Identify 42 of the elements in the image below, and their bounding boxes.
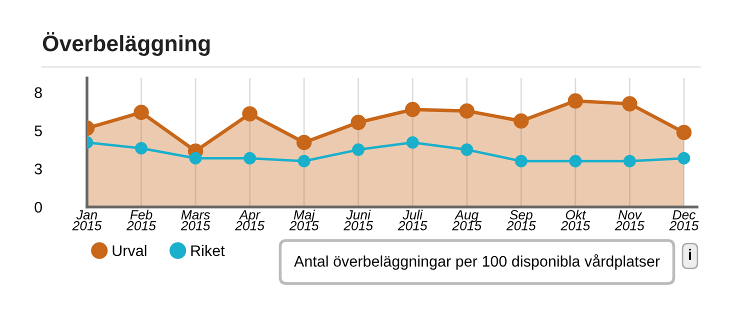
text: i (688, 248, 692, 260)
x-tick-label: Okt 2015 (560, 210, 590, 230)
point (568, 93, 584, 109)
x-tick-label: Mars 2015 (180, 210, 210, 230)
x-tick-label: Apr 2015 (235, 210, 265, 230)
point (134, 104, 149, 120)
x-tick-label: Dec 2015 (669, 210, 699, 230)
point (569, 154, 582, 168)
x-tick-label: Sep 2015 (506, 210, 536, 230)
point (244, 152, 256, 165)
point (406, 136, 419, 149)
x-tick-label: Nov 2015 (614, 210, 644, 230)
point (296, 134, 312, 150)
x-tick-label: Maj 2015 (289, 210, 319, 230)
x-tick-label: Juli 2015 (398, 210, 428, 230)
point (623, 154, 636, 168)
y-tick-label: 5 (34, 126, 42, 136)
x-tick-label: Juni 2015 (344, 210, 374, 230)
y-tick-label: 8 (34, 87, 42, 98)
point (459, 103, 475, 119)
x-tick-label: Jan 2015 (72, 210, 102, 230)
y-tick-label: 3 (34, 164, 42, 174)
point (404, 102, 420, 118)
point (676, 124, 692, 140)
point (350, 114, 366, 130)
point (622, 96, 638, 112)
point (242, 106, 258, 122)
point (298, 154, 310, 168)
text: Antal överbeläggningar per 100 disponibla vårdplatser (294, 254, 660, 270)
point (189, 152, 202, 165)
point (352, 143, 365, 156)
point (514, 113, 529, 129)
x-tick-label: Aug 2015 (452, 210, 482, 230)
legend-label: Urval (112, 244, 146, 256)
point (460, 143, 474, 156)
x-tick-label: Feb 2015 (126, 210, 156, 230)
legend-label: Riket (191, 244, 225, 256)
point (514, 154, 528, 168)
point (678, 152, 690, 165)
point (135, 142, 148, 154)
y-tick-label: 0 (34, 202, 42, 213)
chart-title: Överbeläggning (42, 32, 210, 56)
